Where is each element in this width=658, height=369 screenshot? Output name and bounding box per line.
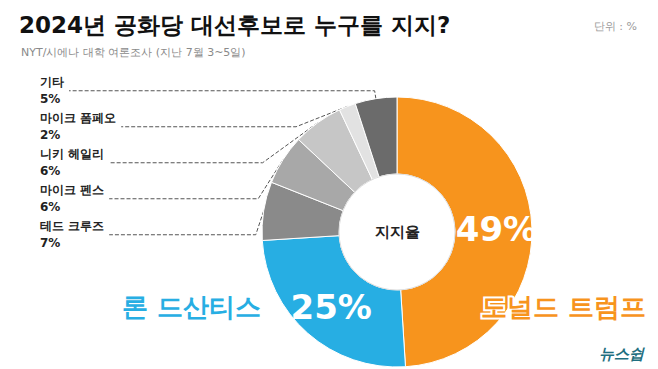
svg-text:도널드 트럼프: 도널드 트럼프 [481, 292, 646, 322]
svg-text:2024년 공화당 대선후보로 누구를 지지?: 2024년 공화당 대선후보로 누구를 지지? [19, 12, 450, 38]
svg-text:2%: 2% [40, 128, 60, 142]
svg-text:7%: 7% [40, 236, 60, 250]
svg-text:니키 헤일리: 니키 헤일리 [40, 147, 104, 161]
svg-text:5%: 5% [40, 92, 60, 106]
svg-text:6%: 6% [40, 164, 60, 178]
svg-text:NYT/시에나 대학 여론조사 (지난 7월 3~5일): NYT/시에나 대학 여론조사 (지난 7월 3~5일) [21, 46, 246, 59]
svg-text:49%: 49% [456, 209, 537, 249]
svg-text:6%: 6% [40, 200, 60, 214]
svg-text:론 드산티스: 론 드산티스 [122, 292, 261, 322]
svg-text:마이크 펜스: 마이크 펜스 [40, 183, 104, 197]
svg-text:단위 : %: 단위 : % [594, 20, 637, 33]
svg-text:지지율: 지지율 [375, 223, 420, 241]
svg-text:기타: 기타 [40, 75, 64, 89]
svg-text:뉴스쉽: 뉴스쉽 [599, 345, 645, 363]
svg-text:마이크 폼페오: 마이크 폼페오 [40, 111, 116, 125]
svg-text:테드 크루즈: 테드 크루즈 [40, 219, 104, 233]
svg-text:25%: 25% [291, 287, 372, 327]
